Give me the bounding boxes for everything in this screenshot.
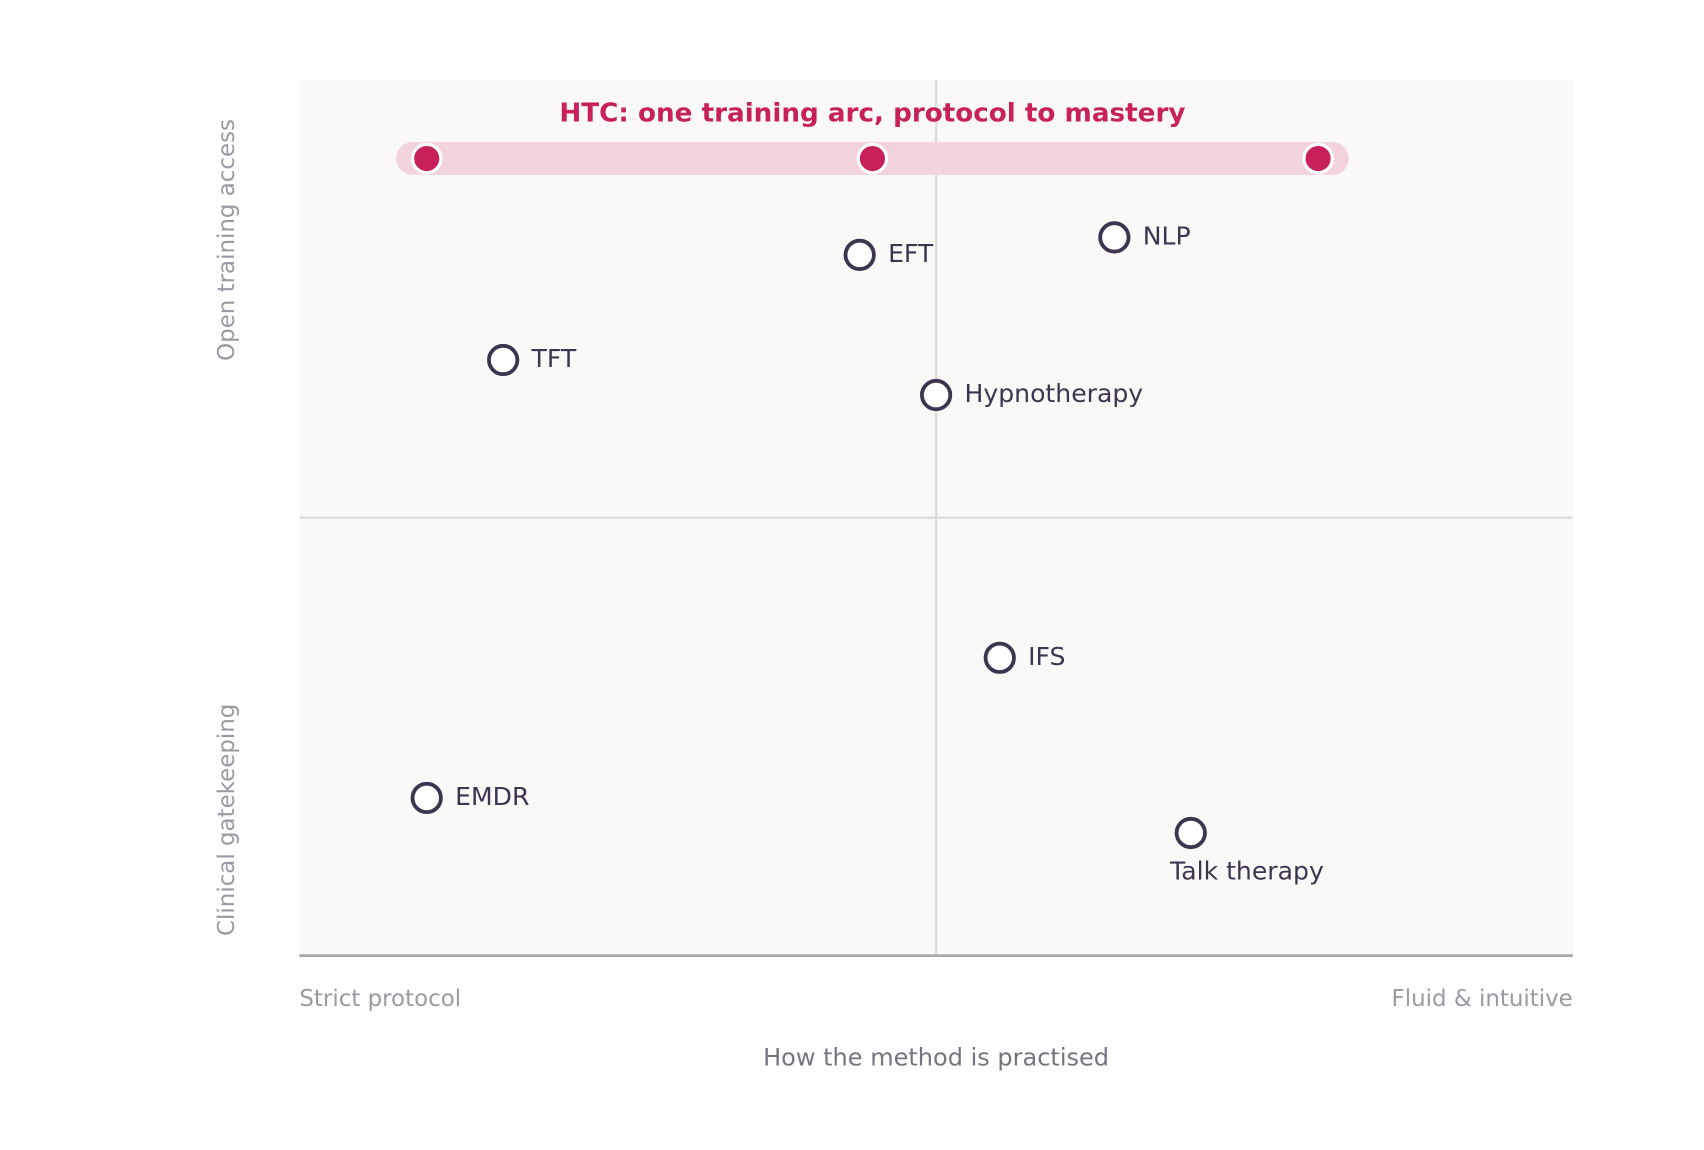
method-point: [410, 781, 443, 815]
method-point: [1098, 221, 1131, 254]
x-axis-title: How the method is practised: [763, 1043, 1109, 1071]
method-point: [1174, 816, 1207, 850]
method-point: [843, 238, 876, 272]
point-label: Talk therapy: [1169, 856, 1324, 885]
x-left-label: Strict protocol: [299, 986, 461, 1012]
htc-point: [856, 142, 889, 175]
y-bottom-label: Clinical gatekeeping: [214, 704, 240, 936]
point-label: Hypnotherapy: [964, 379, 1143, 408]
point-label: EFT: [888, 239, 934, 268]
htc-label: HTC: one training arc, protocol to maste…: [559, 98, 1185, 128]
point-label: TFT: [531, 344, 577, 373]
method-point: [487, 343, 520, 377]
x-right-label: Fluid & intuitive: [1392, 986, 1573, 1012]
method-point: [983, 641, 1016, 674]
point-label: NLP: [1143, 221, 1191, 250]
y-top-label: Open training access: [214, 119, 240, 361]
method-point: [919, 378, 953, 412]
htc-point: [1302, 142, 1334, 175]
point-label: IFS: [1028, 642, 1065, 671]
point-label: EMDR: [455, 782, 529, 811]
htc-point: [410, 142, 443, 175]
